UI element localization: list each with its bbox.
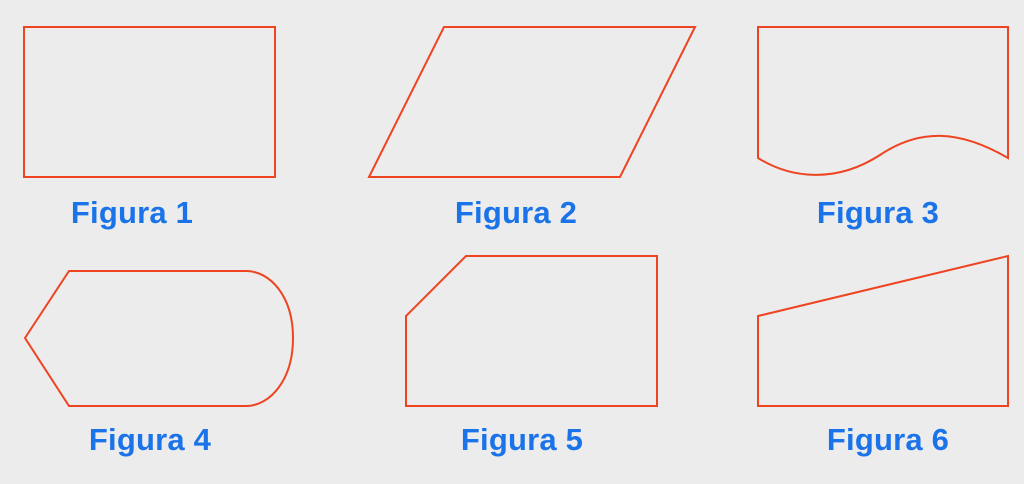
figure-caption-2: Figura 2 bbox=[454, 195, 578, 230]
rectangle-shape bbox=[23, 26, 276, 178]
figure-caption-1: Figura 1 bbox=[70, 195, 194, 230]
figure-caption-4: Figura 4 bbox=[88, 422, 212, 457]
figure-caption-5: Figura 5 bbox=[460, 422, 584, 457]
punched-card-shape bbox=[405, 255, 658, 407]
display-shape bbox=[23, 270, 295, 407]
manual-input-shape bbox=[757, 254, 1009, 407]
figure-caption-6: Figura 6 bbox=[826, 422, 950, 457]
document-shape bbox=[757, 26, 1009, 176]
parallelogram-shape bbox=[367, 26, 697, 178]
figure-caption-3: Figura 3 bbox=[816, 195, 940, 230]
